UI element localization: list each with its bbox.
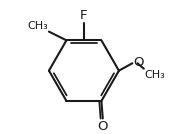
Text: CH₃: CH₃	[28, 21, 48, 31]
Text: O: O	[133, 56, 144, 69]
Text: O: O	[97, 120, 107, 133]
Text: CH₃: CH₃	[144, 70, 165, 80]
Text: F: F	[80, 9, 88, 22]
